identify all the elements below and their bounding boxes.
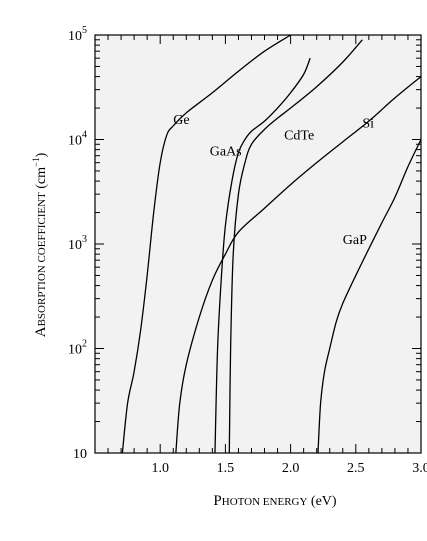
y-tick-label: 102 xyxy=(68,339,87,358)
y-axis-title: ABSORPTION COEFFICIENT (cm−1) xyxy=(31,152,49,337)
series-label-si: Si xyxy=(362,117,374,132)
x-tick-label: 2.5 xyxy=(347,461,365,476)
series-labels: Ge GaAs CdTe Si GaP xyxy=(173,113,374,248)
y-title-exp: −1 xyxy=(31,157,41,167)
series-line-cdte xyxy=(228,39,363,454)
series-label-ge: Ge xyxy=(173,113,189,128)
x-tick-label: 1.5 xyxy=(217,461,235,476)
x-tick-label: 1.0 xyxy=(151,461,169,476)
x-title-unit: (eV) xyxy=(307,494,336,509)
x-tick-label: 3.0 xyxy=(412,461,427,476)
series-line-gap xyxy=(317,139,422,454)
axis-ticks: 1.0 1.5 2.0 2.5 3.0 10 102 103 104 105 xyxy=(68,25,427,476)
series-line-si xyxy=(175,76,422,454)
x-title-rest: HOTON ENERGY xyxy=(222,496,308,508)
y-tick-label: 103 xyxy=(68,234,87,253)
x-axis-title: PHOTON ENERGY (eV) xyxy=(213,493,336,509)
y-tick-label: 104 xyxy=(68,130,87,149)
y-title-cap: A xyxy=(33,326,49,337)
y-title-close: ) xyxy=(34,152,49,157)
x-tick-label: 2.0 xyxy=(282,461,300,476)
series-line-ge xyxy=(121,34,291,454)
series-line-gaas xyxy=(214,57,311,454)
series-label-cdte: CdTe xyxy=(284,129,314,144)
y-title-rest: BSORPTION COEFFICIENT xyxy=(36,192,48,326)
series-label-gaas: GaAs xyxy=(210,145,242,160)
y-title-unit: (cm xyxy=(34,167,49,192)
plot-area-frame xyxy=(94,34,422,454)
y-tick-label: 105 xyxy=(68,25,87,44)
series-label-gap: GaP xyxy=(343,233,367,248)
series-lines xyxy=(121,34,422,454)
x-title-cap: P xyxy=(213,493,221,509)
y-tick-label: 10 xyxy=(73,447,87,462)
